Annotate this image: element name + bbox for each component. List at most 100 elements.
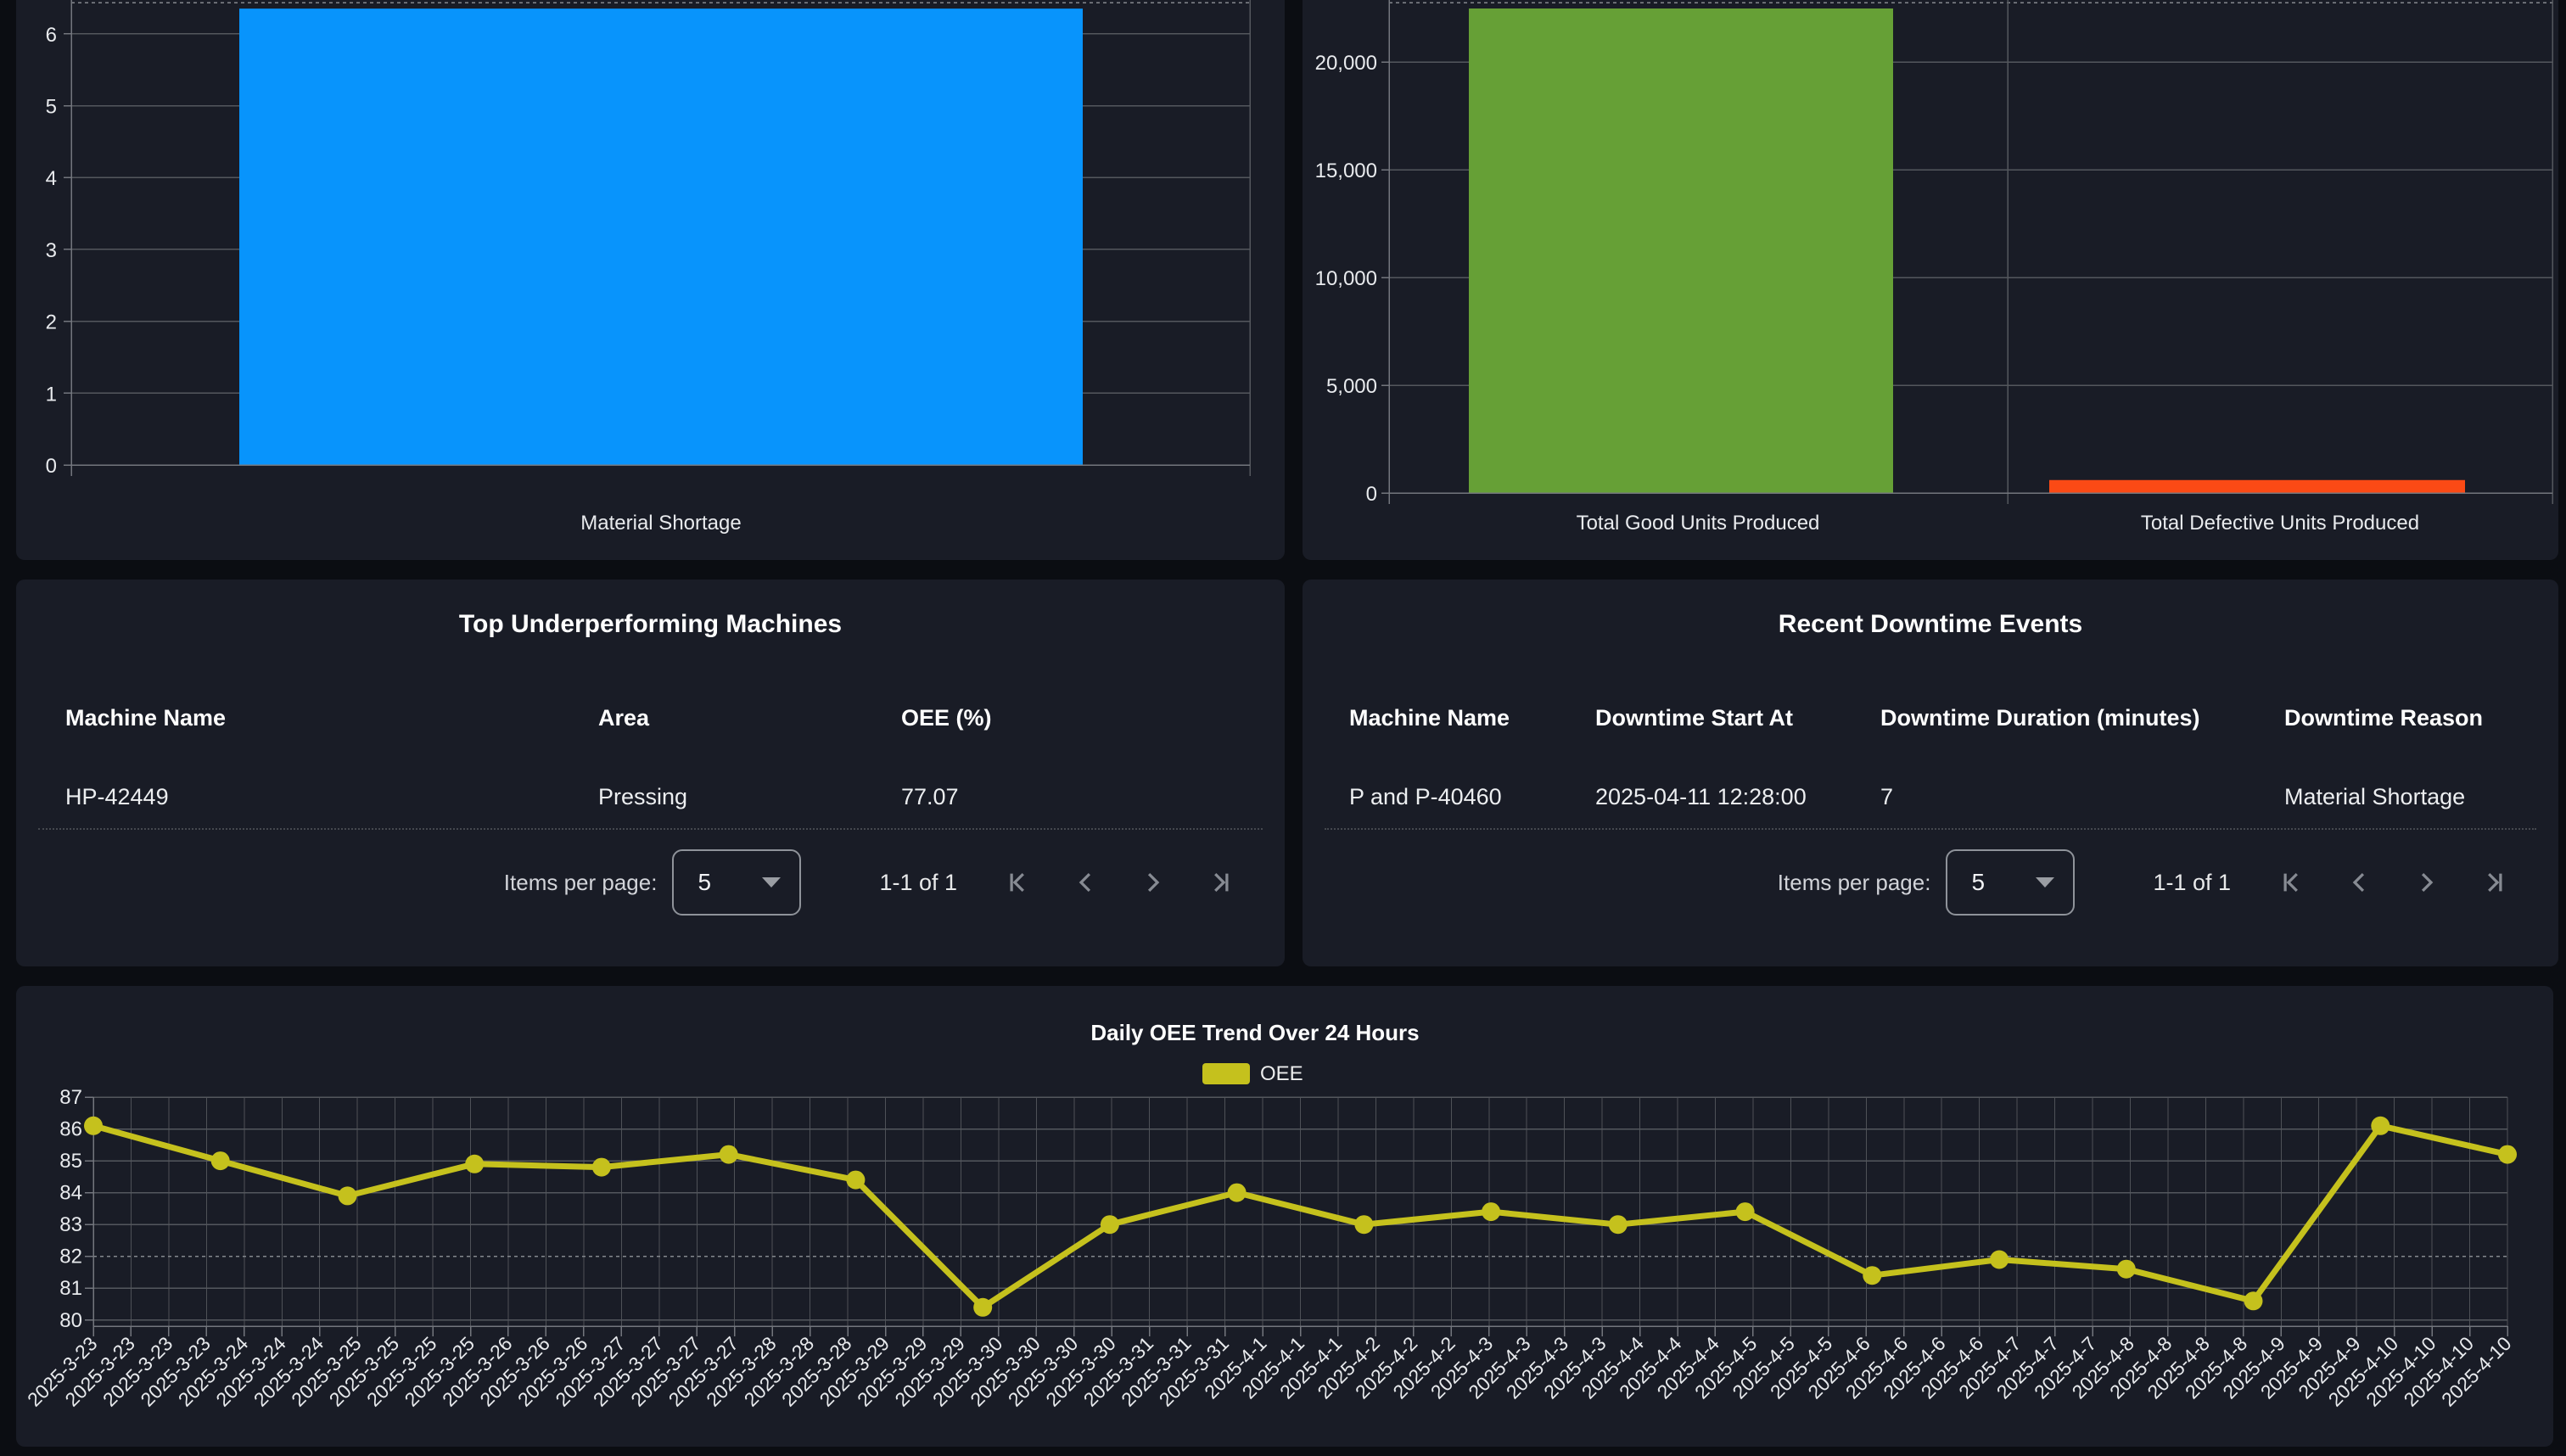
col-header-downtime-reason: Downtime Reason [2284,705,2484,731]
card-oee-trend-chart: Daily OEE Trend Over 24 Hours OEE 2025-3-2… [16,986,2553,1447]
col-header-machine-name: Machine Name [65,705,227,731]
svg-text:10,000: 10,000 [1315,267,1377,290]
oee-data-point-17 [2244,1291,2263,1311]
svg-text:1: 1 [46,383,57,406]
svg-text:OEE: OEE [1260,1062,1303,1085]
card-recent-downtime-events: Recent Downtime Events Machine Name Down… [1303,580,2558,966]
chevron-left-icon [1079,872,1091,893]
oee-data-point-8 [1100,1215,1119,1235]
svg-text:84: 84 [59,1182,82,1205]
oee-data-point-1 [210,1151,230,1171]
oee-data-point-16 [2116,1259,2136,1279]
svg-text:Daily OEE Trend Over 24 Hours: Daily OEE Trend Over 24 Hours [1090,1020,1419,1045]
svg-text:83: 83 [59,1213,82,1236]
svg-text:Total Defective Units Produced: Total Defective Units Produced [2141,512,2419,535]
oee-data-point-6 [846,1170,866,1190]
oee-data-point-14 [1863,1266,1882,1285]
oee-data-point-19 [2498,1145,2517,1164]
last-page-icon [1214,872,1229,893]
last-page-button[interactable] [2482,870,2507,895]
oee-data-point-4 [591,1157,611,1177]
oee-data-point-0 [84,1116,103,1135]
first-page-icon [1010,872,1024,893]
last-page-icon [2488,872,2502,893]
table-row-divider [1325,828,2536,830]
legend-swatch [1202,1063,1250,1084]
next-page-button[interactable] [1140,870,1166,895]
paginator-downtime: Items per page: 5 1-1 of 1 [1778,849,2507,916]
page-range-label: 1-1 of 1 [2153,869,2231,895]
bar-0 [1469,8,1893,493]
oee-data-point-9 [1227,1183,1247,1202]
svg-text:3: 3 [46,239,57,262]
oee-data-point-11 [1482,1202,1501,1222]
first-page-icon [2283,872,2298,893]
last-page-button[interactable] [1208,870,1234,895]
oee-data-point-18 [2371,1116,2390,1135]
page-size-select[interactable]: 5 [1946,849,2076,916]
svg-text:15,000: 15,000 [1315,160,1377,182]
svg-text:87: 87 [59,1086,82,1109]
page-size-value: 5 [698,869,712,895]
col-header-downtime-start: Downtime Start At [1595,705,1794,731]
cell-machine-name: HP-42449 [65,784,169,809]
card-material-shortage-chart: 0 1 2 3 4 5 6 Material Shortage [16,0,1285,560]
oee-data-point-15 [1990,1250,2009,1269]
paginator-buttons [1005,870,1234,895]
oee-data-point-7 [973,1297,993,1317]
svg-text:Total Good Units Produced: Total Good Units Produced [1577,512,1820,535]
svg-text:86: 86 [59,1118,82,1141]
svg-text:80: 80 [59,1309,82,1332]
svg-text:0: 0 [46,455,57,478]
col-header-downtime-duration: Downtime Duration (minutes) [1880,705,2200,731]
col-header-machine-name: Machine Name [1349,705,1510,731]
svg-text:85: 85 [59,1150,82,1173]
downtime-table-title: Recent Downtime Events [1778,610,2083,638]
svg-text:5: 5 [46,96,57,119]
bar-chart-material-shortage: 0 1 2 3 4 5 6 Material Shortage [16,0,1285,560]
oee-data-point-2 [338,1186,357,1206]
bar-1 [2049,479,2465,493]
cell-machine-name: P and P-40460 [1349,784,1502,809]
select-caret-icon [2036,877,2055,888]
svg-text:20,000: 20,000 [1315,52,1377,75]
svg-text:81: 81 [59,1277,82,1300]
paginator-buttons [2278,870,2507,895]
chevron-right-icon [1147,872,1160,893]
line-chart-oee-trend: Daily OEE Trend Over 24 Hours OEE 2025-3-2… [16,986,2553,1447]
oee-data-point-3 [465,1154,485,1173]
previous-page-button[interactable] [2346,870,2372,895]
svg-text:0: 0 [1366,483,1377,506]
select-caret-icon [762,877,782,888]
svg-text:82: 82 [59,1246,82,1268]
page-range-label: 1-1 of 1 [879,869,957,895]
bar-0 [239,8,1083,465]
oee-data-point-12 [1608,1215,1628,1235]
svg-text:6: 6 [46,24,57,47]
cell-downtime-reason: Material Shortage [2284,784,2466,809]
next-page-button[interactable] [2414,870,2440,895]
paginator-underperforming: Items per page: 5 1-1 of 1 [504,849,1234,916]
first-page-button[interactable] [1005,870,1030,895]
svg-text:4: 4 [46,167,57,190]
cell-downtime-duration: 7 [1880,784,1894,809]
card-top-underperforming-machines: Top Underperforming Machines Machine Nam… [16,580,1285,966]
items-per-page-label: Items per page: [503,869,658,895]
oee-data-point-13 [1735,1202,1755,1222]
chevron-left-icon [2352,872,2365,893]
cell-area: Pressing [598,784,688,809]
svg-text:5,000: 5,000 [1326,375,1377,398]
page-size-value: 5 [1971,869,1986,895]
cell-oee: 77.07 [901,784,959,809]
svg-text:Material Shortage: Material Shortage [580,512,741,535]
previous-page-button[interactable] [1073,870,1098,895]
chevron-right-icon [2421,872,2434,893]
table-row-divider [38,828,1263,830]
cell-downtime-start: 2025-04-11 12:28:00 [1595,784,1807,809]
bar-chart-units-produced: 0 5,000 10,000 15,000 20,000 Total Good Units… [1303,0,2558,560]
underperforming-table-title: Top Underperforming Machines [458,610,843,638]
page-size-select[interactable]: 5 [672,849,802,916]
card-units-produced-chart: 0 5,000 10,000 15,000 20,000 Total Good Units… [1303,0,2558,560]
col-header-oee: OEE (%) [901,705,992,731]
first-page-button[interactable] [2278,870,2304,895]
